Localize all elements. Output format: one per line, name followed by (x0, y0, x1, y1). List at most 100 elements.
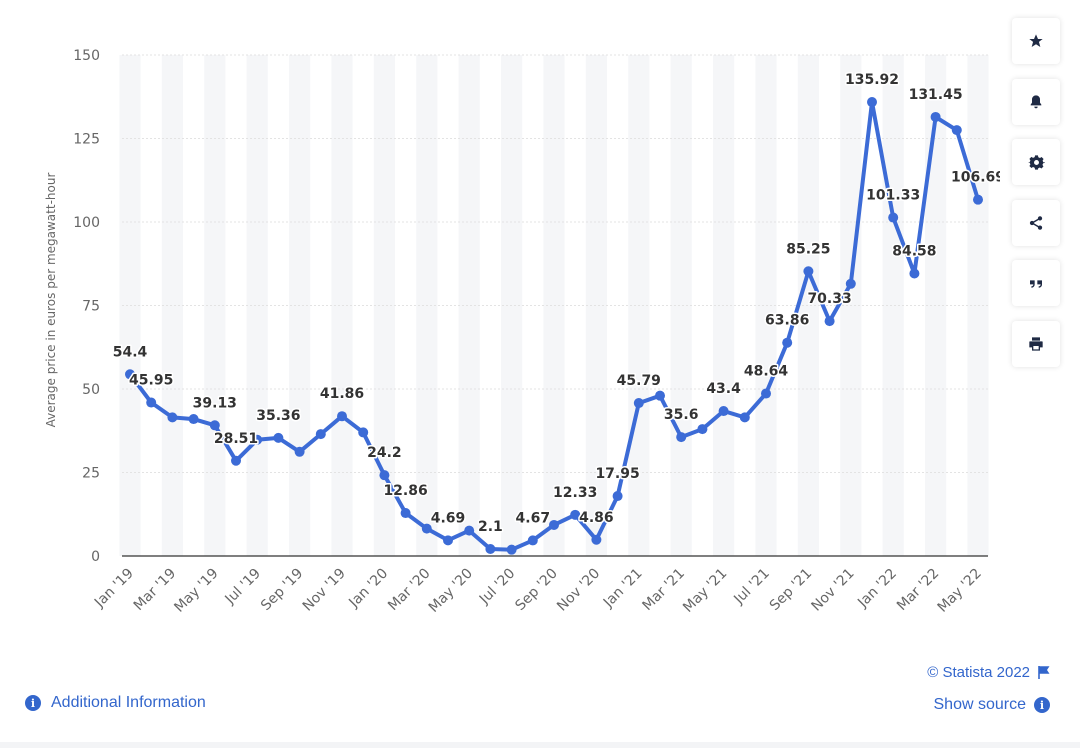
data-point (315, 429, 326, 440)
data-label: 45.79 (617, 373, 661, 389)
data-label: 17.95 (595, 466, 639, 482)
cite-button[interactable] (1012, 260, 1060, 306)
bell-icon (1030, 94, 1042, 108)
data-points (125, 97, 983, 555)
month-band (246, 55, 268, 556)
y-axis-label: Average price in euros per megawatt-hour (44, 173, 58, 428)
data-point (125, 369, 135, 380)
data-point (570, 509, 581, 520)
data-point (739, 412, 750, 423)
x-tick-label: Jan '22 (854, 566, 900, 612)
data-point (761, 388, 771, 399)
data-point (845, 278, 856, 289)
data-point (973, 194, 983, 205)
data-label: 131.45 (909, 87, 963, 103)
data-point (209, 420, 220, 431)
gridlines (122, 54, 988, 473)
data-point (464, 525, 475, 536)
x-tick-label: May '19 (171, 566, 221, 616)
data-point (188, 414, 199, 425)
additional-information-label: Additional Information (51, 694, 206, 711)
data-label: 28.51 (214, 431, 258, 447)
x-tick-label: Nov '21 (809, 566, 858, 615)
show-source-label: Show source (933, 696, 1027, 713)
data-point (252, 434, 263, 445)
data-label: 4.86 (579, 510, 614, 526)
y-axis-ticks: 0 25 50 75 100 125 150 (73, 48, 100, 565)
x-tick-label: Nov '20 (554, 566, 603, 615)
month-band (458, 55, 480, 556)
x-tick-label: Sep '20 (512, 566, 560, 614)
data-point (358, 427, 369, 438)
show-source-link[interactable]: Show source i (933, 696, 1050, 714)
data-label: 35.6 (664, 407, 699, 423)
data-point (676, 432, 687, 443)
y-tick-label: 150 (73, 48, 100, 64)
data-point (718, 406, 729, 417)
y-tick-label: 75 (82, 299, 100, 315)
y-tick-label: 125 (73, 132, 100, 148)
additional-information-link[interactable]: i Additional Information (25, 694, 206, 712)
x-tick-label: Mar '21 (640, 566, 688, 614)
data-point (273, 432, 284, 443)
y-tick-label: 0 (91, 549, 100, 565)
x-tick-label: May '21 (680, 566, 730, 616)
data-label: 135.92 (845, 72, 899, 88)
gear-icon (1027, 154, 1045, 170)
x-tick-label: Mar '22 (894, 566, 942, 614)
data-label: 41.86 (320, 386, 364, 402)
data-label: 12.33 (553, 485, 597, 501)
data-label: 70.33 (807, 291, 851, 307)
data-label: 39.13 (193, 395, 237, 411)
y-tick-label: 25 (82, 466, 100, 482)
copyright-label: © Statista 2022 (927, 664, 1030, 681)
favorite-button[interactable] (1012, 18, 1060, 64)
data-point (146, 397, 157, 408)
data-point (400, 508, 411, 519)
data-label: 85.25 (786, 241, 830, 257)
data-point (294, 446, 305, 457)
data-point (655, 390, 665, 401)
data-label: 63.86 (765, 313, 809, 329)
x-tick-label: Mar '19 (131, 566, 179, 614)
month-band (161, 55, 183, 556)
bottom-divider (0, 742, 1080, 748)
data-label: 24.2 (367, 445, 402, 461)
share-button[interactable] (1012, 199, 1060, 246)
data-point (167, 412, 178, 423)
print-button[interactable] (1012, 320, 1060, 367)
data-label: 43.4 (706, 381, 741, 397)
info-icon: i (1034, 697, 1050, 713)
data-label: 54.4 (113, 344, 148, 360)
data-point (930, 111, 941, 122)
star-icon (1029, 34, 1043, 47)
chart-toolbar (1012, 18, 1060, 381)
y-tick-label: 100 (73, 215, 100, 231)
data-label: 4.69 (431, 510, 466, 526)
month-band (670, 55, 692, 556)
data-point (888, 212, 899, 223)
data-point (612, 491, 623, 502)
data-label: 2.1 (478, 519, 503, 535)
data-point (485, 543, 496, 554)
month-band (797, 55, 819, 556)
settings-button[interactable] (1012, 139, 1060, 185)
data-point (337, 411, 347, 422)
data-label: 48.64 (744, 364, 789, 380)
x-tick-label: Nov '19 (300, 566, 349, 615)
print-icon (1029, 336, 1043, 351)
copyright-link[interactable]: © Statista 2022 (927, 664, 1050, 681)
data-labels: 54.445.9539.1328.5135.3641.8624.212.864.… (111, 71, 1000, 537)
notification-button[interactable] (1012, 78, 1060, 125)
data-label: 35.36 (256, 408, 300, 424)
data-point (421, 523, 432, 534)
x-tick-label: Sep '21 (767, 566, 815, 614)
data-point (803, 266, 814, 277)
data-label: 106.69 (951, 170, 1000, 186)
x-tick-label: Jan '19 (91, 566, 137, 612)
data-label: 12.86 (383, 483, 427, 499)
data-point (782, 337, 793, 348)
data-point (591, 534, 602, 545)
data-label: 4.67 (516, 510, 551, 526)
